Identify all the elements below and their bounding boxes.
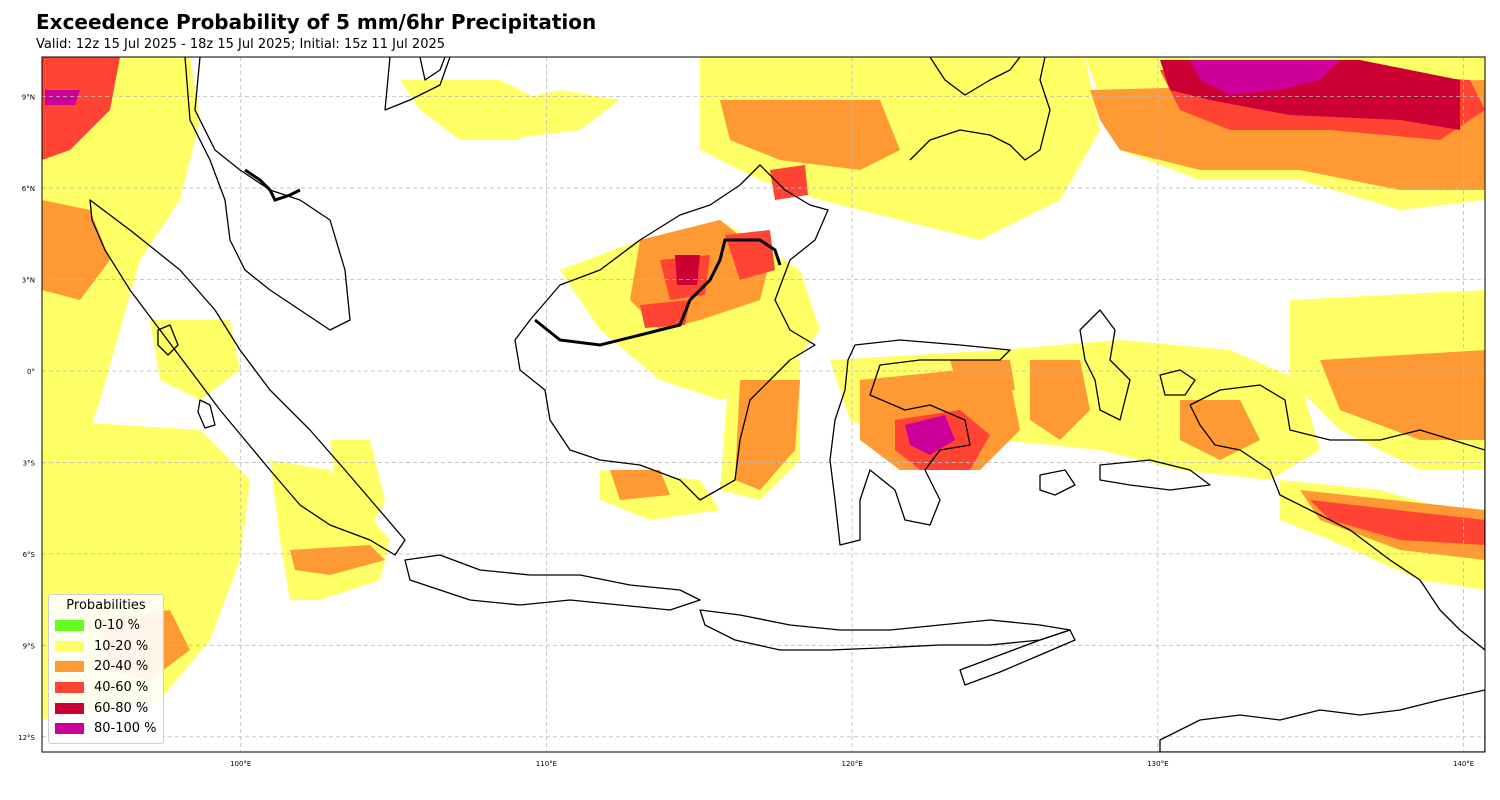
bali-nusa-tenggara-coastline: [699, 609, 1071, 651]
legend-swatch: [55, 619, 84, 631]
lat-tick-label: 12°S: [18, 734, 35, 742]
legend-item: 20-40 %: [55, 656, 157, 677]
field-80-100: [45, 60, 1340, 455]
lon-tick-labels: 100°E 110°E 120°E 130°E 140°E: [230, 760, 1474, 768]
lat-tick-label: 9°S: [23, 642, 36, 650]
legend-item: 0-10 %: [55, 615, 157, 636]
legend-swatch: [55, 681, 84, 693]
lat-tick-label: 6°S: [23, 551, 36, 559]
coastlines: [89, 57, 1485, 752]
legend-swatch: [55, 640, 84, 652]
vietnam-coastline: [419, 57, 446, 81]
malaysia-indonesia-border: [534, 238, 782, 347]
legend-title: Probabilities: [66, 598, 146, 613]
halmahera-coastline: [1159, 369, 1196, 396]
map-subtitle: Valid: 12z 15 Jul 2025 - 18z 15 Jul 2025…: [36, 37, 446, 52]
malay-peninsula-coastline: [184, 57, 351, 331]
legend-item: 10-20 %: [55, 636, 157, 657]
map-title: Exceedence Probability of 5 mm/6hr Preci…: [36, 10, 597, 34]
philippines-mindanao-coastline: [909, 57, 1051, 161]
gridlines: [42, 57, 1485, 752]
buru-coastline: [1039, 469, 1076, 496]
lat-tick-label: 6°N: [22, 185, 35, 193]
legend-label: 10-20 %: [94, 638, 149, 654]
lat-tick-label: 3°S: [23, 459, 36, 467]
lon-tick-label: 140°E: [1453, 760, 1474, 768]
australia-coastline: [1159, 689, 1485, 752]
lon-tick-label: 110°E: [536, 760, 557, 768]
legend-item: 80-100 %: [55, 718, 157, 739]
borneo-coastline: [514, 164, 829, 501]
sulawesi-coastline: [829, 339, 1011, 546]
seram-coastline: [1099, 459, 1211, 491]
probability-fields: [42, 57, 1485, 720]
legend-swatch: [55, 661, 84, 673]
legend-label: 0-10 %: [94, 617, 140, 633]
java-coastline: [404, 554, 701, 611]
lon-tick-label: 100°E: [230, 760, 251, 768]
lat-tick-label: 3°N: [22, 277, 35, 285]
map-frame: [41, 56, 1486, 753]
legend-item: 40-60 %: [55, 677, 157, 698]
legend-label: 40-60 %: [94, 679, 149, 695]
maluku-coastline: [1079, 309, 1131, 421]
nias-coastline: [157, 324, 179, 356]
lon-tick-label: 130°E: [1147, 760, 1168, 768]
lat-tick-label: 9°N: [22, 94, 35, 102]
lat-tick-labels: 9°N 6°N 3°N 0° 3°S 6°S 9°S 12°S: [18, 94, 35, 742]
sumatra-coastline: [89, 199, 406, 556]
legend-label: 80-100 %: [94, 721, 157, 737]
legend-swatch: [55, 723, 84, 735]
legend-item: 60-80 %: [55, 698, 157, 719]
legend-label: 60-80 %: [94, 700, 149, 716]
philippines-visayas-coastline: [929, 57, 1021, 96]
timor-coastline: [959, 629, 1076, 686]
probability-legend: Probabilities 0-10 % 10-20 % 20-40 % 40-…: [48, 594, 164, 744]
indochina-coastline: [384, 57, 451, 111]
political-borders: [244, 168, 782, 347]
new-guinea-coastline: [1189, 384, 1485, 651]
lat-tick-label: 0°: [27, 368, 35, 376]
lon-tick-label: 120°E: [842, 760, 863, 768]
mentawai-coastline: [197, 399, 216, 429]
thailand-malaysia-border: [244, 168, 301, 202]
legend-label: 20-40 %: [94, 659, 149, 675]
legend-swatch: [55, 702, 84, 714]
